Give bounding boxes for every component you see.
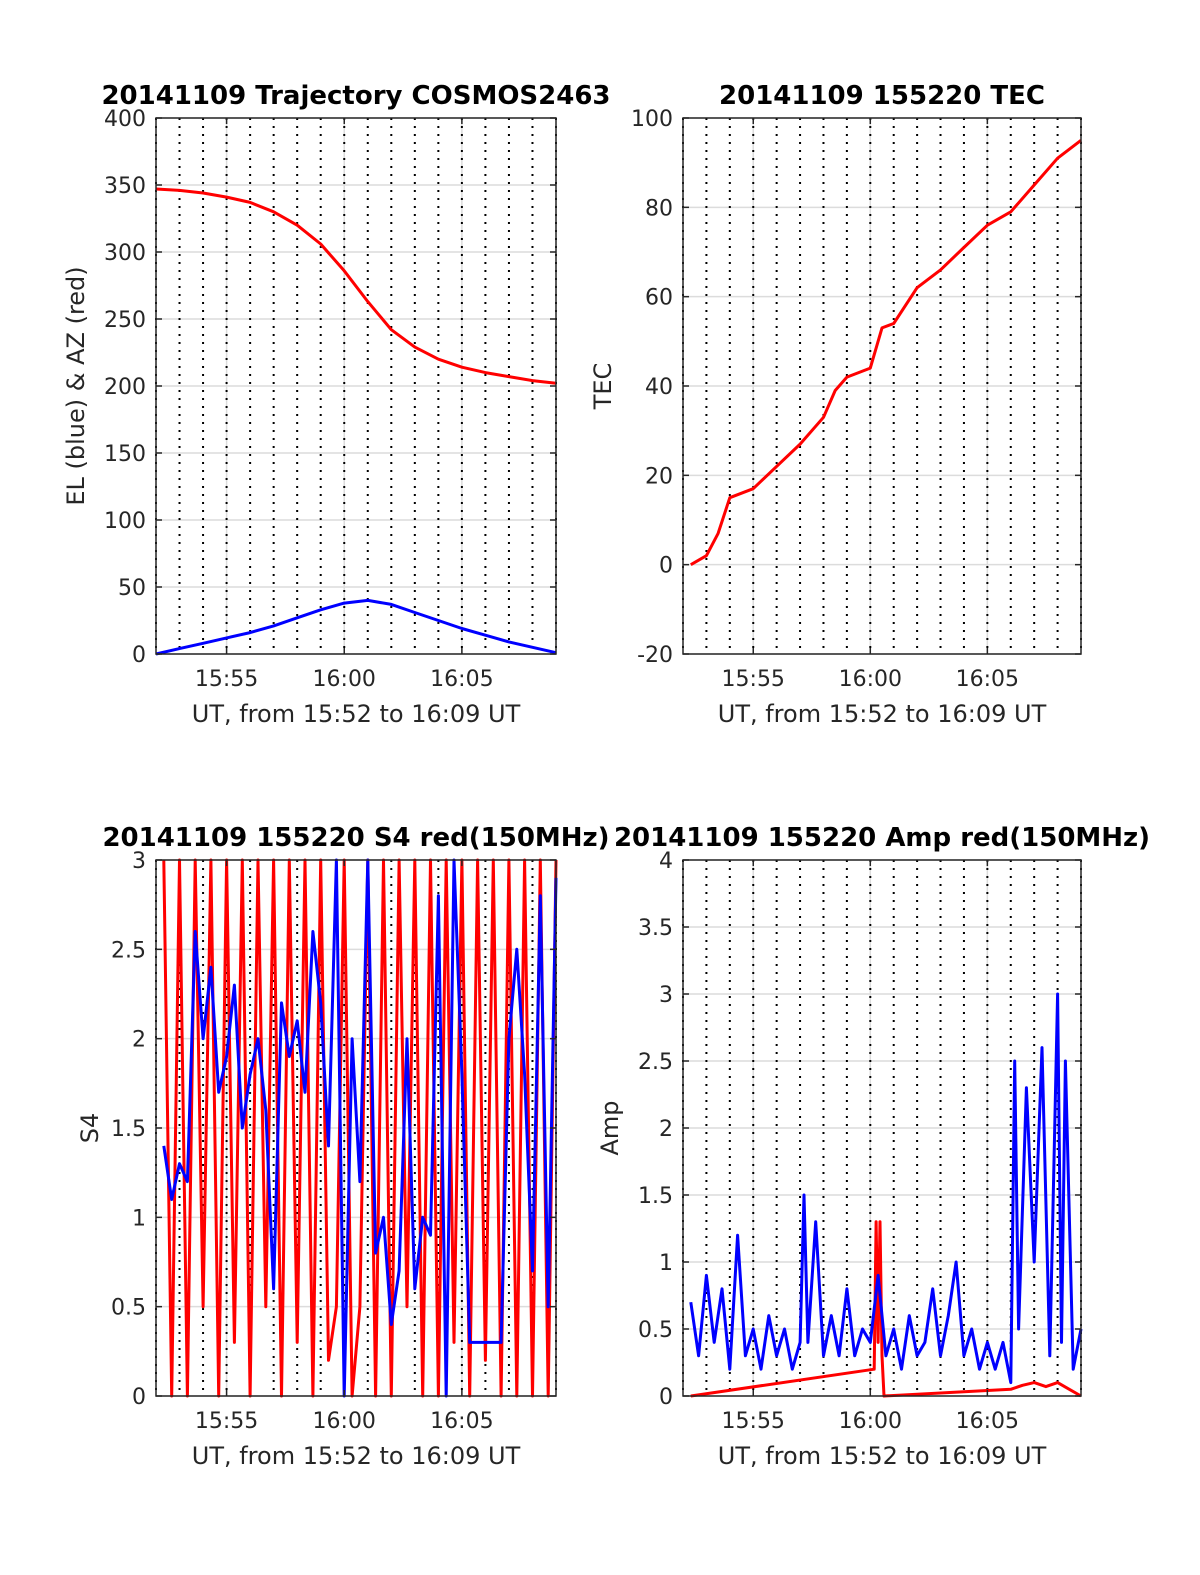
y-tick-label: 2.5 bbox=[111, 938, 146, 963]
y-tick-label: 0.5 bbox=[638, 1318, 673, 1343]
trajectory-xlabel: UT, from 15:52 to 16:09 UT bbox=[192, 700, 521, 728]
y-tick-label: 350 bbox=[104, 174, 146, 199]
s4-xlabel: UT, from 15:52 to 16:09 UT bbox=[192, 1442, 521, 1470]
s4-title: 20141109 155220 S4 red(150MHz) bbox=[102, 823, 609, 853]
series-line bbox=[690, 1220, 1082, 1398]
trajectory-title: 20141109 Trajectory COSMOS2463 bbox=[101, 81, 610, 111]
y-tick-label: 2.5 bbox=[638, 1050, 673, 1075]
y-tick-label: 2 bbox=[659, 1117, 673, 1142]
y-tick-label: 20 bbox=[645, 464, 673, 489]
x-tick-label: 16:05 bbox=[956, 1409, 1019, 1434]
y-tick-label: 0 bbox=[659, 1385, 673, 1410]
s4-panel: 0 0.5 1 1.5 2 2.5 3 15:55 16:00 16:05 20141109 15… bbox=[76, 823, 610, 1470]
y-tick-label: 0.5 bbox=[111, 1296, 146, 1321]
y-tick-label: 1 bbox=[132, 1206, 146, 1231]
x-tick-label: 16:05 bbox=[430, 667, 493, 692]
x-tick-label: 16:00 bbox=[839, 1409, 902, 1434]
s4-ylabel: S4 bbox=[76, 1113, 104, 1144]
series-line bbox=[155, 187, 557, 385]
y-tick-label: 3.5 bbox=[638, 916, 673, 941]
y-tick-label: 3 bbox=[659, 983, 673, 1008]
series-line bbox=[690, 139, 1082, 566]
x-tick-label: 15:55 bbox=[722, 667, 785, 692]
series-line bbox=[162, 858, 558, 1398]
tec-title: 20141109 155220 TEC bbox=[719, 81, 1045, 111]
y-tick-label: 1.5 bbox=[638, 1184, 673, 1209]
x-tick-label: 15:55 bbox=[722, 1409, 785, 1434]
x-tick-label: 16:00 bbox=[313, 667, 376, 692]
y-tick-label: 3 bbox=[132, 849, 146, 874]
x-tick-label: 16:05 bbox=[956, 667, 1019, 692]
amp-title: 20141109 155220 Amp red(150MHz) bbox=[614, 823, 1150, 853]
y-tick-label: 100 bbox=[631, 107, 673, 132]
x-tick-label: 16:05 bbox=[430, 1409, 493, 1434]
y-tick-label: 60 bbox=[645, 286, 673, 311]
y-tick-label: 300 bbox=[104, 241, 146, 266]
amp-panel: 0 0.5 1 1.5 2 2.5 3 3.5 4 15:55 16:00 16:05 2014110… bbox=[596, 823, 1150, 1470]
y-tick-label: 0 bbox=[132, 643, 146, 668]
y-tick-label: 0 bbox=[132, 1385, 146, 1410]
amp-xlabel: UT, from 15:52 to 16:09 UT bbox=[718, 1442, 1047, 1470]
y-tick-label: 40 bbox=[645, 375, 673, 400]
y-tick-label: -20 bbox=[637, 643, 673, 668]
y-tick-label: 1 bbox=[659, 1251, 673, 1276]
y-tick-label: 400 bbox=[104, 107, 146, 132]
x-tick-label: 16:00 bbox=[839, 667, 902, 692]
y-tick-label: 2 bbox=[132, 1028, 146, 1053]
y-tick-label: 1.5 bbox=[111, 1117, 146, 1142]
tec-panel: -20 0 20 40 60 80 100 15:55 16:00 16:05 20141109 … bbox=[589, 81, 1082, 728]
y-tick-label: 50 bbox=[118, 576, 146, 601]
trajectory-ylabel: EL (blue) & AZ (red) bbox=[62, 266, 90, 505]
x-tick-label: 16:00 bbox=[313, 1409, 376, 1434]
x-tick-label: 15:55 bbox=[195, 1409, 258, 1434]
y-tick-label: 200 bbox=[104, 375, 146, 400]
tec-ylabel: TEC bbox=[589, 363, 617, 411]
y-tick-label: 80 bbox=[645, 196, 673, 221]
y-tick-label: 250 bbox=[104, 308, 146, 333]
y-tick-label: 150 bbox=[104, 442, 146, 467]
tec-xlabel: UT, from 15:52 to 16:09 UT bbox=[718, 700, 1047, 728]
y-tick-label: 4 bbox=[659, 849, 673, 874]
y-tick-label: 0 bbox=[659, 554, 673, 579]
x-tick-label: 15:55 bbox=[195, 667, 258, 692]
series-line bbox=[155, 598, 557, 656]
amp-ylabel: Amp bbox=[596, 1100, 624, 1155]
y-tick-label: 100 bbox=[104, 509, 146, 534]
series-line bbox=[689, 992, 1083, 1385]
